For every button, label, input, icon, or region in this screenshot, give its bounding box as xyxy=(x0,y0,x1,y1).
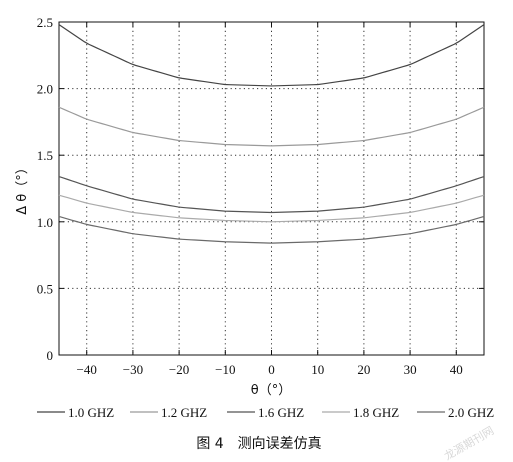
legend-label-3: 1.6 GHZ xyxy=(258,405,304,420)
x-tick-labels: −40 −30 −20 −10 0 10 20 30 40 xyxy=(77,362,463,377)
y-tick-labels: 0 0.5 1.0 1.5 2.0 2.5 xyxy=(37,15,53,363)
series-line-2 xyxy=(58,106,485,147)
plot-frame xyxy=(58,21,485,356)
series-line-4 xyxy=(58,194,485,223)
series-lines xyxy=(58,24,485,244)
legend-label-1: 1.0 GHZ xyxy=(68,405,114,420)
x-tick-label: −40 xyxy=(77,362,97,377)
grid xyxy=(59,22,484,355)
x-tick-label: −30 xyxy=(123,362,143,377)
x-tick-label: −10 xyxy=(215,362,235,377)
x-tick-label: 30 xyxy=(404,362,417,377)
y-tick-label: 1.0 xyxy=(37,215,53,230)
y-tick-label: 0.5 xyxy=(37,281,53,296)
series-line-3 xyxy=(58,175,485,214)
x-tick-label: 20 xyxy=(357,362,370,377)
watermark: 龙源期刊网 xyxy=(442,423,497,462)
legend-label-2: 1.2 GHZ xyxy=(161,405,207,420)
x-tick-label: 0 xyxy=(268,362,275,377)
y-tick-label: 0 xyxy=(47,348,54,363)
axis-ticks xyxy=(59,21,484,356)
legend: 1.0 GHZ 1.2 GHZ 1.6 GHZ 1.8 GHZ 2.0 GHZ xyxy=(37,405,494,420)
x-tick-label: 10 xyxy=(311,362,324,377)
series-line-1 xyxy=(58,24,485,87)
y-axis-label: Δ θ（°） xyxy=(15,161,30,214)
legend-label-5: 2.0 GHZ xyxy=(448,405,494,420)
series-line-5 xyxy=(58,215,485,244)
x-tick-label: 40 xyxy=(450,362,463,377)
x-tick-label: −20 xyxy=(169,362,189,377)
y-tick-label: 2.0 xyxy=(37,82,53,97)
y-tick-label: 1.5 xyxy=(37,148,53,163)
figure-caption: 图 4 测向误差仿真 xyxy=(196,436,321,452)
y-tick-label: 2.5 xyxy=(37,15,53,30)
x-axis-label: θ（°） xyxy=(251,383,291,398)
legend-label-4: 1.8 GHZ xyxy=(353,405,399,420)
